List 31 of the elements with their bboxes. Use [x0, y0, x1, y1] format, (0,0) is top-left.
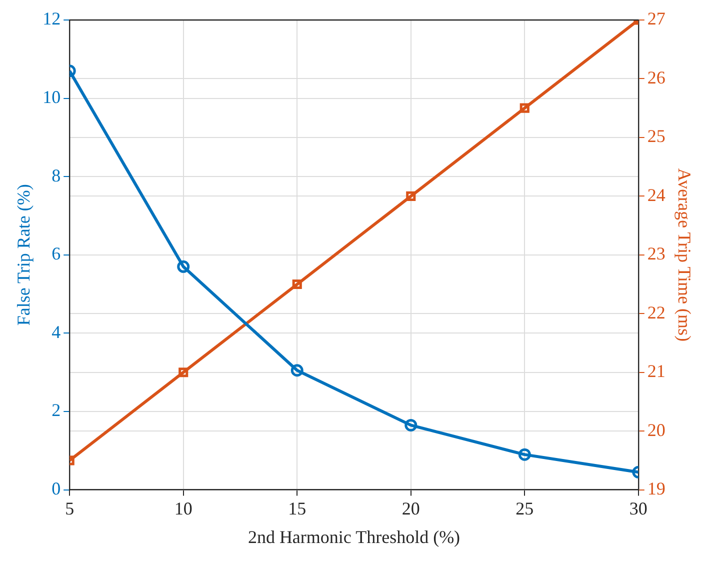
x-tick-label: 25: [516, 498, 534, 518]
point: [520, 103, 530, 113]
y2-tick-label: 21: [647, 361, 666, 382]
x-tick-label: 15: [288, 498, 306, 518]
y2-tick-label: 26: [647, 67, 666, 88]
y-tick-label: 8: [52, 165, 61, 186]
y-axis-title: False Trip Rate (%): [14, 184, 34, 326]
point: [292, 279, 302, 290]
y-tick-label: 6: [52, 244, 61, 264]
y2-axis-title: Average Trip Time (ms): [674, 168, 694, 342]
y-tick-label: 2: [52, 400, 61, 420]
point: [406, 191, 416, 201]
y-tick-label: 12: [42, 8, 61, 29]
x-tick-label: 5: [65, 498, 74, 518]
point: [290, 364, 304, 377]
y2-tick-label: 23: [647, 244, 666, 264]
x-tick-label: 10: [174, 498, 192, 518]
x-tick-label: 20: [402, 498, 420, 518]
y-tick-label: 4: [52, 322, 61, 342]
y2-tick-label: 20: [647, 420, 666, 440]
point: [404, 418, 418, 432]
y2-tick-label: 24: [647, 184, 666, 205]
point: [178, 368, 188, 378]
y-tick-label: 0: [52, 478, 61, 499]
y2-tick-label: 25: [647, 126, 666, 146]
y-tick-label: 10: [42, 87, 61, 108]
x-axis-title: 2nd Harmonic Threshold (%): [248, 526, 460, 547]
y2-tick-label: 19: [647, 478, 666, 499]
y2-tick-label: 22: [647, 302, 666, 322]
y2-tick-label: 27: [647, 8, 666, 29]
x-tick-label: 30: [629, 498, 648, 518]
